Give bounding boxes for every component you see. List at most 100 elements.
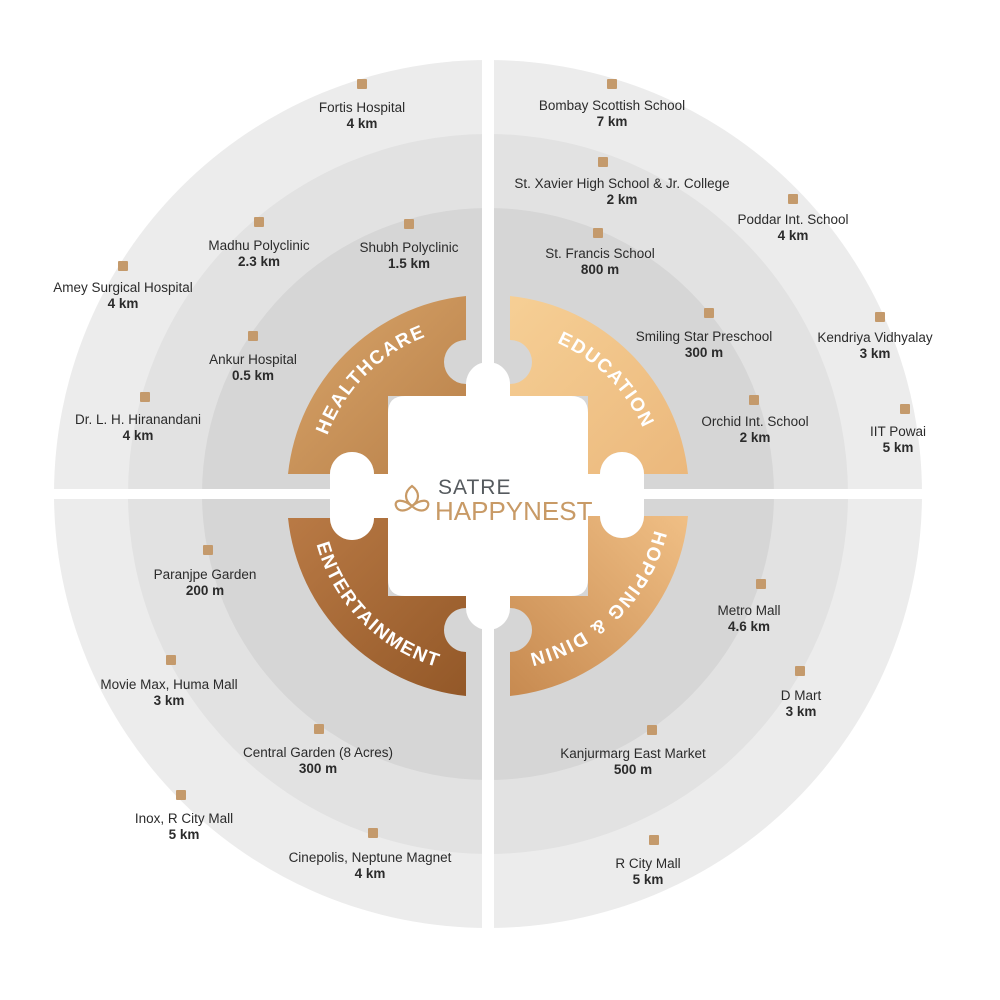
place-marker (248, 331, 258, 341)
place-label: D Mart 3 km (686, 688, 916, 720)
place-distance: 3 km (859, 346, 891, 361)
place-label: Metro Mall 4.6 km (634, 603, 864, 635)
place-distance: 0.5 km (231, 368, 275, 383)
place-distance: 2 km (739, 430, 771, 445)
place-name: Fortis Hospital (318, 100, 406, 115)
place-distance: 4 km (122, 428, 154, 443)
place-label: St. Xavier High School & Jr. College 2 km (507, 176, 737, 208)
place-marker (140, 392, 150, 402)
place-label: R City Mall 5 km (533, 856, 763, 888)
place-marker (749, 395, 759, 405)
place-distance: 4 km (354, 866, 386, 881)
place-distance: 2 km (606, 192, 638, 207)
place-marker (404, 219, 414, 229)
healthcare-segment (288, 296, 466, 474)
place-label: Cinepolis, Neptune Magnet 4 km (255, 850, 485, 882)
place-label: IIT Powai 5 km (783, 424, 1000, 456)
place-distance: 4 km (107, 296, 139, 311)
place-marker (795, 666, 805, 676)
place-distance: 4.6 km (727, 619, 771, 634)
place-distance: 500 m (613, 762, 653, 777)
place-label: Ankur Hospital 0.5 km (138, 352, 368, 384)
place-label: Smiling Star Preschool 300 m (589, 329, 819, 361)
place-distance: 300 m (684, 345, 724, 360)
place-name: Kanjurmarg East Market (560, 746, 706, 761)
place-name: Movie Max, Huma Mall (100, 677, 238, 692)
place-distance: 3 km (153, 693, 185, 708)
place-label: Madhu Polyclinic 2.3 km (144, 238, 374, 270)
place-label: Inox, R City Mall 5 km (69, 811, 299, 843)
place-label: Shubh Polyclinic 1.5 km (294, 240, 524, 272)
place-distance: 3 km (785, 704, 817, 719)
place-marker (756, 579, 766, 589)
place-distance: 5 km (168, 827, 200, 842)
place-marker (900, 404, 910, 414)
place-name: Metro Mall (717, 603, 781, 618)
place-marker (649, 835, 659, 845)
place-marker (357, 79, 367, 89)
entertainment-segment (288, 518, 466, 696)
place-marker (704, 308, 714, 318)
place-name: D Mart (780, 688, 822, 703)
place-name: Poddar Int. School (737, 212, 849, 227)
place-name: Kendriya Vidhyalay (817, 330, 933, 345)
shopping-segment (510, 516, 688, 696)
brand-logo: SATRE HAPPYNEST (380, 474, 610, 526)
place-label: Movie Max, Huma Mall 3 km (54, 677, 284, 709)
place-distance: 5 km (632, 872, 664, 887)
place-distance: 1.5 km (387, 256, 431, 271)
place-name: Orchid Int. School (701, 414, 809, 429)
brand-swirl-icon (394, 484, 430, 512)
place-marker (203, 545, 213, 555)
education-segment (510, 296, 688, 474)
brand-name-line1: SATRE (438, 476, 512, 499)
place-marker (593, 228, 603, 238)
place-label: Dr. L. H. Hiranandani 4 km (23, 412, 253, 444)
place-marker (118, 261, 128, 271)
place-name: R City Mall (615, 856, 681, 871)
place-distance: 300 m (298, 761, 338, 776)
place-label: Bombay Scottish School 7 km (497, 98, 727, 130)
place-name: Central Garden (8 Acres) (242, 745, 394, 760)
place-marker (875, 312, 885, 322)
center-puzzle-piece (330, 362, 644, 630)
place-distance: 200 m (185, 583, 225, 598)
place-label: Paranjpe Garden 200 m (90, 567, 320, 599)
place-name: Amey Surgical Hospital (53, 280, 193, 295)
place-name: Smiling Star Preschool (635, 329, 773, 344)
place-name: St. Xavier High School & Jr. College (514, 176, 730, 191)
place-distance: 2.3 km (237, 254, 281, 269)
place-marker (647, 725, 657, 735)
place-label: Orchid Int. School 2 km (640, 414, 870, 446)
place-label: St. Francis School 800 m (485, 246, 715, 278)
place-name: Inox, R City Mall (134, 811, 234, 826)
place-label: Fortis Hospital 4 km (247, 100, 477, 132)
place-distance: 4 km (346, 116, 378, 131)
place-label: Poddar Int. School 4 km (678, 212, 908, 244)
place-label: Kanjurmarg East Market 500 m (518, 746, 748, 778)
place-name: Bombay Scottish School (538, 98, 686, 113)
place-name: IIT Powai (869, 424, 927, 439)
place-marker (254, 217, 264, 227)
place-name: Dr. L. H. Hiranandani (74, 412, 202, 427)
place-name: Shubh Polyclinic (359, 240, 459, 255)
place-label: Kendriya Vidhyalay 3 km (760, 330, 990, 362)
place-name: Cinepolis, Neptune Magnet (288, 850, 452, 865)
place-distance: 5 km (882, 440, 914, 455)
place-distance: 4 km (777, 228, 809, 243)
place-distance: 800 m (580, 262, 620, 277)
place-marker (607, 79, 617, 89)
place-marker (788, 194, 798, 204)
place-label: Amey Surgical Hospital 4 km (8, 280, 238, 312)
place-name: Ankur Hospital (209, 352, 297, 367)
place-name: Paranjpe Garden (153, 567, 257, 582)
place-marker (598, 157, 608, 167)
place-distance: 7 km (596, 114, 628, 129)
place-name: Madhu Polyclinic (208, 238, 310, 253)
place-marker (314, 724, 324, 734)
place-label: Central Garden (8 Acres) 300 m (203, 745, 433, 777)
brand-name-line2: HAPPYNEST (435, 496, 593, 526)
place-marker (176, 790, 186, 800)
